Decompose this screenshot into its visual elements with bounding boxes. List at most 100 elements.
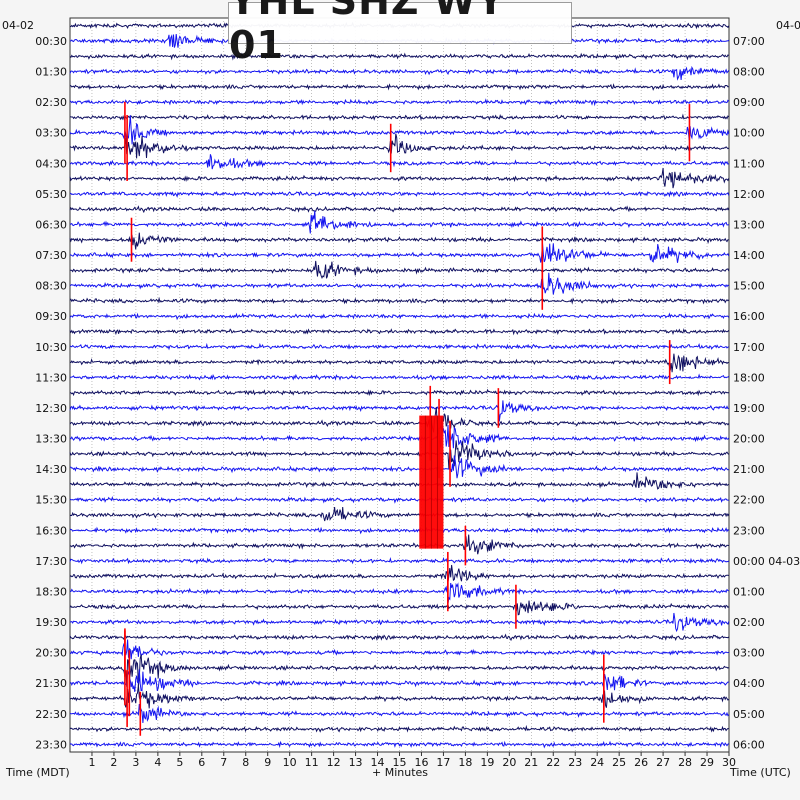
x-tick-label: 5	[176, 756, 183, 769]
trace-row	[69, 272, 730, 295]
minute-grid	[91, 18, 708, 752]
x-tick-label: 19	[480, 756, 494, 769]
trace-row	[69, 407, 730, 433]
right-time-label: 19:00	[733, 402, 765, 415]
trace-row	[69, 654, 730, 687]
x-tick-label: 7	[220, 756, 227, 769]
x-tick-label: 30	[722, 756, 736, 769]
x-tick-label: 15	[393, 756, 407, 769]
trace-row	[69, 455, 729, 479]
trace-row	[69, 600, 730, 616]
right-time-label: 01:00	[733, 585, 765, 598]
trace-row	[69, 232, 729, 250]
right-time-label: 11:00	[733, 157, 765, 170]
left-time-label: 15:30	[35, 494, 67, 507]
left-time-label: 21:30	[35, 677, 67, 690]
left-time-label: 11:30	[35, 371, 67, 384]
right-time-label: 15:00	[733, 280, 765, 293]
trace-row	[69, 312, 730, 321]
x-axis-ticks: 1 2 3 4 5 6 7 8 9 10 11 12 13 14 15 16 17 18 19 20 21 22 23 24 2…	[88, 752, 736, 769]
trace-row	[69, 472, 730, 490]
left-time-ticks: 00:30 01:30 02:30 03:30 04:30 05:30 06:30 07:30…	[35, 35, 67, 751]
trace-row	[69, 133, 730, 159]
left-time-label: 03:30	[35, 127, 67, 140]
x-tick-label: 9	[264, 756, 271, 769]
trace-row	[69, 740, 730, 749]
trace-row	[69, 52, 730, 61]
trace-row	[70, 582, 730, 604]
trace-row	[69, 115, 730, 145]
trace-row	[69, 612, 730, 633]
right-time-label: 10:00	[733, 127, 765, 140]
x-tick-label: 13	[349, 756, 363, 769]
x-tick-label: 24	[590, 756, 604, 769]
left-time-label: 00:30	[35, 35, 67, 48]
x-tick-label: 1	[88, 756, 95, 769]
trace-row	[69, 342, 729, 351]
trace-row	[69, 526, 730, 535]
x-tick-label: 22	[546, 756, 560, 769]
seismic-traces	[69, 21, 730, 749]
trace-row	[69, 154, 730, 170]
right-time-label: 07:00	[733, 35, 765, 48]
right-time-label: 04:00	[733, 677, 765, 690]
x-tick-label: 17	[436, 756, 450, 769]
left-time-label: 23:30	[35, 738, 67, 751]
left-time-label: 07:30	[35, 249, 67, 262]
right-time-label: 03:00	[733, 647, 765, 660]
trace-row	[69, 210, 729, 234]
left-time-label: 22:30	[35, 708, 67, 721]
left-time-label: 08:30	[35, 280, 67, 293]
right-time-label: 00:00 04-03	[733, 555, 800, 568]
trace-row	[69, 373, 730, 381]
x-tick-label: 27	[656, 756, 670, 769]
left-time-label: 09:30	[35, 310, 67, 323]
trace-row	[69, 495, 730, 504]
seismic-events	[124, 101, 691, 736]
x-axis-label: + Minutes	[372, 766, 429, 779]
trace-row	[69, 190, 730, 198]
right-time-label: 16:00	[733, 310, 765, 323]
trace-row	[69, 416, 730, 449]
trace-row	[69, 639, 729, 660]
trace-row	[69, 65, 730, 81]
trace-row	[69, 167, 730, 189]
left-time-label: 20:30	[35, 647, 67, 660]
right-time-label: 20:00	[733, 433, 765, 446]
x-tick-label: 28	[678, 756, 692, 769]
right-time-label: 13:00	[733, 218, 765, 231]
left-axis-label: Time (MDT)	[6, 766, 70, 779]
trace-row	[69, 353, 729, 373]
right-time-label: 08:00	[733, 66, 765, 79]
right-time-label: 12:00	[733, 188, 765, 201]
left-time-label: 17:30	[35, 555, 67, 568]
x-tick-label: 14	[371, 756, 385, 769]
trace-row	[69, 724, 729, 733]
trace-row	[69, 556, 730, 565]
x-tick-label: 25	[612, 756, 626, 769]
right-time-ticks: 07:00 08:00 09:00 10:00 11:00 12:00 13:00 14:00…	[733, 35, 800, 751]
left-time-label: 12:30	[35, 402, 67, 415]
left-time-label: 06:30	[35, 218, 67, 231]
trace-row	[69, 506, 730, 522]
x-tick-label: 18	[458, 756, 472, 769]
x-tick-label: 8	[242, 756, 249, 769]
x-tick-label: 6	[198, 756, 205, 769]
trace-row	[69, 534, 729, 555]
trace-row	[69, 400, 729, 422]
x-tick-label: 2	[110, 756, 117, 769]
left-time-label: 13:30	[35, 433, 67, 446]
right-axis-label: Time (UTC)	[730, 766, 791, 779]
trace-row	[69, 564, 729, 582]
trace-row	[69, 681, 730, 709]
trace-row	[69, 83, 729, 91]
x-tick-label: 21	[524, 756, 538, 769]
left-time-label: 19:30	[35, 616, 67, 629]
left-time-label: 18:30	[35, 585, 67, 598]
trace-row	[69, 440, 730, 470]
x-tick-label: 4	[154, 756, 161, 769]
left-time-label: 04:30	[35, 157, 67, 170]
trace-row	[69, 205, 730, 214]
right-time-label: 22:00	[733, 494, 765, 507]
